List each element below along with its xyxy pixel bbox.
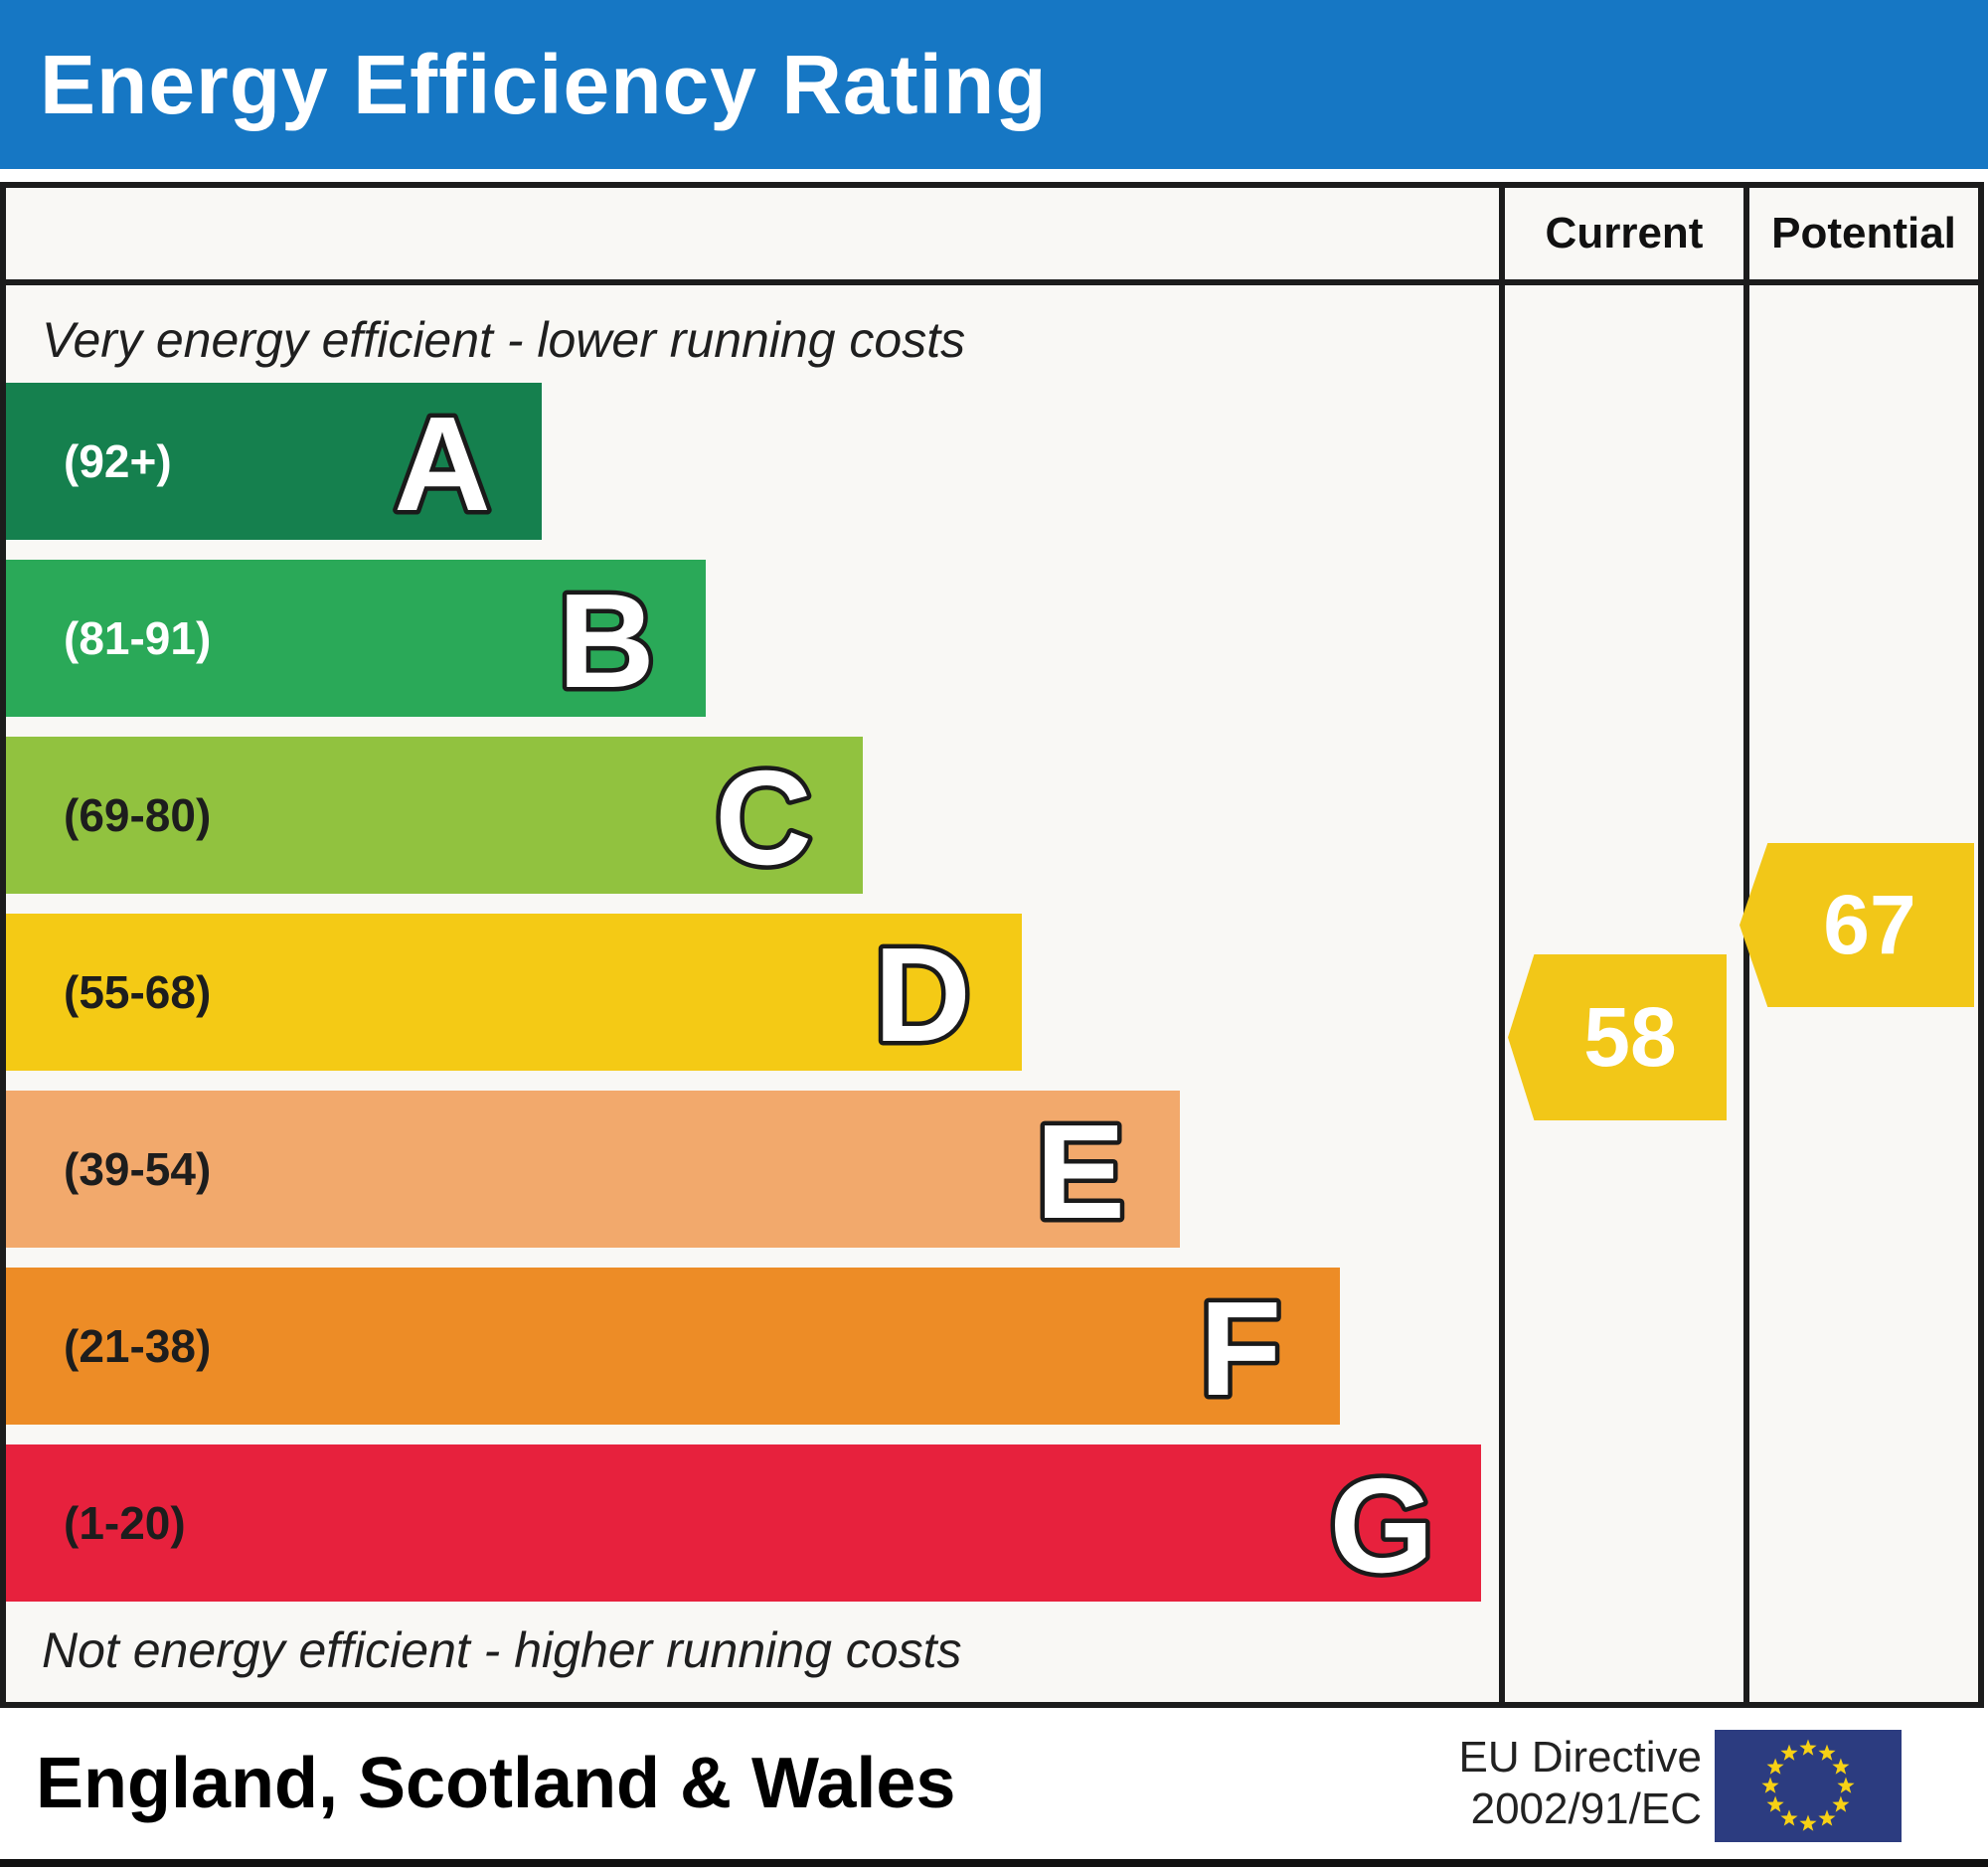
top-note: Very energy efficient - lower running co… (42, 312, 966, 368)
band-range-d: (55-68) (64, 966, 212, 1018)
band-row-g: (1-20) G (6, 1444, 1499, 1602)
potential-rating-arrow: 67 (1740, 843, 1974, 1007)
band-bar-c: (69-80) C (6, 737, 863, 894)
band-bar-d: (55-68) D (6, 914, 1022, 1071)
svg-text:C: C (715, 743, 812, 893)
band-bar-b: (81-91) B (6, 560, 706, 717)
band-row-c: (69-80) C (6, 737, 1499, 894)
svg-text:F: F (1200, 1273, 1281, 1424)
current-column-divider (1499, 188, 1505, 1702)
band-letter-a: A (390, 385, 496, 541)
svg-text:B: B (558, 566, 655, 716)
current-rating-value: 58 (1583, 990, 1677, 1084)
current-rating-arrow: 58 (1508, 954, 1727, 1120)
band-bar-e: (39-54) E (6, 1091, 1180, 1248)
band-row-f: (21-38) F (6, 1268, 1499, 1425)
band-bar-g: (1-20) G (6, 1444, 1481, 1602)
band-range-b: (81-91) (64, 612, 212, 664)
svg-text:D: D (874, 920, 971, 1070)
svg-text:E: E (1036, 1097, 1125, 1247)
rating-scale-area: Very energy efficient - lower running co… (6, 285, 1499, 1702)
svg-text:G: G (1329, 1450, 1433, 1601)
band-row-a: (92+) A (6, 383, 1499, 540)
potential-column-header: Potential (1771, 209, 1956, 257)
band-letter-g: G (1325, 1446, 1438, 1603)
potential-rating-value: 67 (1823, 878, 1916, 971)
epc-rating-table: Current Potential Very energy efficient … (0, 182, 1984, 1708)
band-bar-f: (21-38) F (6, 1268, 1340, 1425)
band-bar-a: (92+) A (6, 383, 542, 540)
column-header-row: Current Potential (6, 188, 1978, 285)
band-letter-d: D (870, 916, 976, 1072)
region-label: England, Scotland & Wales (36, 1744, 956, 1823)
page-title: Energy Efficiency Rating (40, 37, 1048, 131)
title-bar: Energy Efficiency Rating (0, 0, 1988, 169)
bottom-note: Not energy efficient - higher running co… (42, 1622, 962, 1678)
band-range-f: (21-38) (64, 1320, 212, 1372)
eu-flag-icon (1715, 1730, 1902, 1842)
band-range-e: (39-54) (64, 1143, 212, 1195)
band-range-a: (92+) (64, 435, 172, 487)
eu-directive-label: EU Directive 2002/91/EC (1459, 1732, 1703, 1835)
band-row-d: (55-68) D (6, 914, 1499, 1071)
current-column-header: Current (1545, 209, 1704, 257)
band-letter-b: B (554, 562, 660, 718)
svg-text:A: A (394, 389, 491, 539)
footer: England, Scotland & Wales EU Directive 2… (0, 1708, 1988, 1867)
band-letter-c: C (711, 739, 817, 895)
band-row-b: (81-91) B (6, 560, 1499, 717)
band-letter-e: E (1031, 1093, 1129, 1249)
band-range-c: (69-80) (64, 789, 212, 841)
band-range-g: (1-20) (64, 1497, 186, 1549)
eu-directive-line1: EU Directive (1458, 1733, 1703, 1782)
eu-directive-line2: 2002/91/EC (1470, 1784, 1702, 1833)
band-row-e: (39-54) E (6, 1091, 1499, 1248)
band-letter-f: F (1195, 1270, 1285, 1426)
